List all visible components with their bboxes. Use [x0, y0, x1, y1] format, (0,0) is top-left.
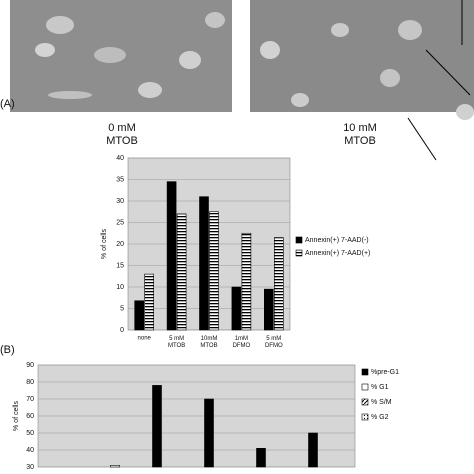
- caption: MTOB: [344, 135, 376, 147]
- y-tick-label: 60: [26, 413, 34, 420]
- panel-label: (B): [0, 344, 15, 356]
- y-tick-label: 80: [26, 379, 34, 386]
- y-tick-label: 40: [116, 155, 124, 162]
- x-tick-label: 10mM MTOB: [200, 336, 217, 349]
- legend-label: % S/M: [371, 399, 392, 406]
- bar: [176, 213, 187, 331]
- bar: [263, 288, 274, 331]
- legend-swatch: [361, 383, 369, 391]
- bar: [152, 385, 162, 468]
- y-axis-label: % of cells: [13, 401, 20, 431]
- y-tick-label: 0: [120, 327, 124, 334]
- legend-swatch: [361, 398, 369, 406]
- legend-swatch: [361, 413, 369, 421]
- y-tick-label: 15: [116, 262, 124, 269]
- micrograph-right: [250, 0, 474, 120]
- bar: [110, 464, 120, 468]
- legend-label: Annexin(+) 7-AAD(+): [305, 250, 370, 257]
- y-tick-label: 50: [26, 430, 34, 437]
- y-tick-label: 25: [116, 219, 124, 226]
- bar: [144, 273, 154, 331]
- panel-label: (A): [0, 98, 15, 110]
- bar: [231, 286, 242, 331]
- y-axis-label: % of cells: [101, 229, 108, 259]
- legend-label: % G2: [371, 414, 389, 421]
- x-tick-label: none: [138, 336, 152, 342]
- bar: [241, 232, 252, 331]
- caption: MTOB: [106, 135, 138, 147]
- legend-swatch: [295, 236, 303, 244]
- y-tick-label: 35: [116, 176, 124, 183]
- bar: [209, 211, 219, 331]
- y-tick-label: 90: [26, 362, 34, 369]
- caption: 0 mM: [108, 122, 136, 134]
- bar: [308, 432, 318, 468]
- y-tick-label: 5: [120, 305, 124, 312]
- legend-swatch: [295, 249, 303, 257]
- bar: [134, 300, 144, 331]
- caption: 10 mM: [343, 122, 377, 134]
- y-tick-label: 10: [116, 284, 124, 291]
- x-tick-label: 1mM DFMO: [233, 336, 251, 349]
- y-tick-label: 70: [26, 396, 34, 403]
- y-tick-label: 30: [26, 464, 34, 471]
- legend-label: %pre-G1: [371, 369, 399, 376]
- bar: [199, 196, 209, 331]
- y-tick-label: 20: [116, 241, 124, 248]
- micrograph-left: [10, 0, 232, 112]
- y-tick-label: 30: [116, 198, 124, 205]
- x-tick-label: 5 mM DFMO: [265, 336, 283, 349]
- bar: [256, 447, 266, 468]
- bar: [204, 398, 214, 468]
- bar: [273, 237, 284, 331]
- legend-label: % G1: [371, 384, 389, 391]
- legend-swatch: [361, 368, 369, 376]
- y-tick-label: 40: [26, 447, 34, 454]
- bar: [166, 181, 177, 331]
- legend-label: Annexin(+) 7-AAD(-): [305, 237, 369, 244]
- x-tick-label: 5 mM MTOB: [168, 336, 185, 349]
